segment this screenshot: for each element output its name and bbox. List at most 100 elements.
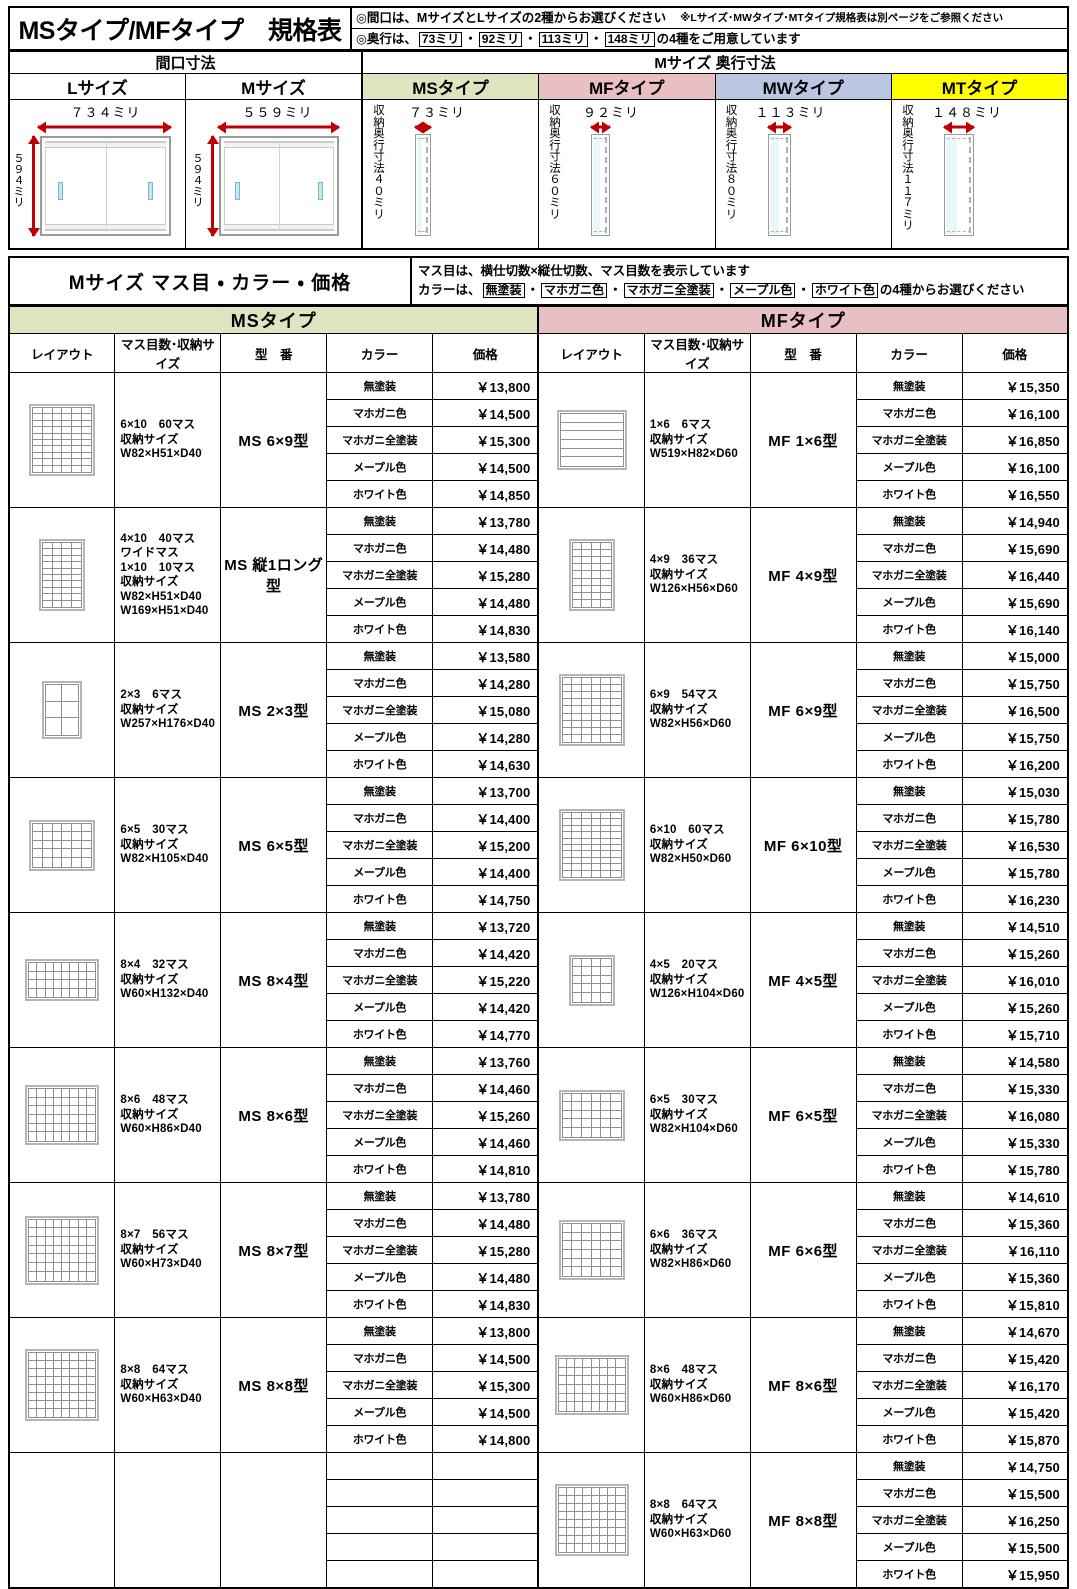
ms-price-cell: ￥15,280 — [432, 1236, 539, 1264]
ms-color-cell: マホガニ全塗装 — [326, 426, 434, 454]
mf-price-cell: ￥15,710 — [961, 1020, 1069, 1048]
size-spec-line: 8×7 56マス — [120, 1229, 189, 1242]
mf-price-cell: ￥16,080 — [961, 1101, 1069, 1129]
size-spec-line: 1×6 6マス — [649, 419, 712, 432]
size-spec-text: 6×5 30マス 収納サイズ W82×H104×D60 — [650, 1093, 745, 1137]
ms-model-cell: MS 8×8型 — [220, 1317, 328, 1453]
layout-thumbnail — [25, 1349, 100, 1421]
table-row: 8×7 56マス 収納サイズ W60×H73×D40 MS 8×7型 無塗装 ￥13,78… — [8, 1182, 1069, 1318]
mf-price-cell: ￥14,750 — [961, 1452, 1069, 1480]
depth-header-mt: MTタイプ — [891, 73, 1069, 100]
ms-size-cell: 8×4 32マス 収納サイズ W60×H132×D40 — [114, 912, 222, 1048]
size-spec-line: 収納サイズ — [649, 973, 708, 986]
ms-color-cell: メープル色 — [326, 1263, 434, 1291]
ms-color-cell: 無塗装 — [326, 507, 434, 535]
ms-model-cell: MS 2×3型 — [220, 642, 328, 778]
color-option-5: ホワイト色 — [811, 283, 878, 298]
mf-layout-cell — [537, 1317, 645, 1453]
ms-layout-cell — [8, 1317, 116, 1453]
layout-thumbnail — [568, 539, 615, 611]
ms-color-cell: マホガニ色 — [326, 1074, 434, 1102]
color-option-4: メープル色 — [730, 283, 796, 298]
ms-price-cell: ￥13,700 — [432, 777, 539, 805]
depth-header-ms: MSタイプ — [361, 73, 539, 100]
mf-price-cell: ￥16,200 — [961, 750, 1069, 778]
mf-color-cell: マホガニ色 — [855, 804, 963, 832]
mf-price-cell: ￥15,330 — [961, 1074, 1069, 1102]
mf-color-cell: 無塗装 — [855, 1182, 963, 1210]
mf-price-cell: ￥16,550 — [961, 480, 1069, 508]
ms-price-cell: ￥15,280 — [432, 561, 539, 589]
size-spec-text: 1×6 6マス 収納サイズ W519×H82×D60 — [650, 418, 745, 462]
size-spec-line: ワイドマス — [120, 547, 179, 559]
ms-color-cell — [326, 1506, 434, 1534]
m-width-label: ５５９ミリ — [242, 105, 313, 120]
size-spec-line: 8×8 64マス — [120, 1364, 189, 1377]
mf-price-cell: ￥15,500 — [961, 1533, 1069, 1561]
ms-model-cell: MS 8×7型 — [220, 1182, 328, 1318]
ms-color-cell: マホガニ色 — [326, 1344, 434, 1372]
col-header-mf-color: カラー — [855, 333, 963, 373]
mt-depth-label: １４８ミリ — [932, 105, 1003, 120]
ms-color-cell: ホワイト色 — [326, 885, 434, 913]
ms-size-cell: 6×5 30マス 収納サイズ W82×H105×D40 — [114, 777, 222, 913]
mf-color-cell: マホガニ色 — [855, 1074, 963, 1102]
ms-color-cell: マホガニ全塗装 — [326, 1371, 434, 1399]
mf-price-cell: ￥15,350 — [961, 372, 1069, 400]
mf-color-cell: マホガニ色 — [855, 1479, 963, 1507]
group-header-depth: Mサイズ 奥行寸法 — [361, 51, 1069, 74]
depth-separator: ・ — [524, 32, 537, 46]
color-separator: ・ — [609, 283, 622, 297]
diagram-depth-mt: 収納奥行寸法１１７ミリ １４８ミリ — [891, 99, 1069, 250]
ms-price-cell: ￥14,500 — [432, 1398, 539, 1426]
size-spec-line: 収納サイズ — [649, 433, 708, 446]
table-row: 8×6 48マス 収納サイズ W60×H86×D40 MS 8×6型 無塗装 ￥13,76… — [8, 1047, 1069, 1183]
ms-price-cell: ￥14,420 — [432, 939, 539, 967]
mf-color-cell: マホガニ全塗装 — [855, 426, 963, 454]
size-spec-line: 収納サイズ — [120, 838, 179, 851]
group-header-width: 間口寸法 — [8, 51, 363, 74]
size-spec-line: 4×5 20マス — [649, 959, 719, 972]
page-title: MSタイプ/MFタイプ 規格表 — [18, 16, 342, 45]
ms-size-cell: 8×6 48マス 収納サイズ W60×H86×D40 — [114, 1047, 222, 1183]
color-note-lead: カラーは、 — [418, 283, 481, 297]
table-row: マホガニ色 ￥14,480 マホガニ色 ￥15,690 — [9, 534, 1069, 562]
size-header-m: Mサイズ — [185, 73, 363, 100]
ms-depth-label: ７３ミリ — [409, 105, 466, 120]
mf-color-cell: マホガニ色 — [855, 1209, 963, 1237]
layout-thumbnail — [558, 809, 625, 881]
size-spec-line: W82×H51×D40 — [120, 590, 202, 603]
mf-size-cell: 4×5 20マス 収納サイズ W126×H104×D60 — [643, 912, 751, 1048]
ms-layout-cell — [8, 372, 116, 508]
ms-price-cell: ￥14,830 — [432, 615, 539, 643]
color-separator: ・ — [526, 283, 540, 297]
size-spec-line: 2×3 6マス — [120, 689, 183, 702]
size-spec-line: W60×H63×D60 — [649, 1528, 732, 1541]
mf-price-cell: ￥16,140 — [961, 615, 1069, 643]
size-spec-line: 収納サイズ — [649, 1243, 708, 1256]
ms-size-cell: 4×10 40マス ワイドマス 1×10 10マス 収納サイズ W82×H51×D40 W… — [114, 507, 222, 643]
color-option-3: マホガニ全塗装 — [623, 283, 714, 298]
ms-price-cell: ￥13,580 — [432, 642, 539, 670]
ms-model-cell: MS 8×4型 — [220, 912, 328, 1048]
ms-price-cell — [432, 1560, 539, 1589]
ms-size-cell: 8×8 64マス 収納サイズ W60×H63×D40 — [114, 1317, 222, 1453]
size-spec-line: 8×6 48マス — [120, 1094, 189, 1107]
size-spec-line: W60×H73×D40 — [120, 1258, 202, 1271]
ms-layout-cell — [8, 1452, 116, 1589]
mf-depth-drawing — [591, 134, 610, 236]
mf-price-cell: ￥15,030 — [961, 777, 1069, 805]
mf-price-cell: ￥14,610 — [961, 1182, 1069, 1210]
mf-color-cell: メープル色 — [855, 993, 963, 1021]
ms-model-cell — [220, 1452, 328, 1589]
size-spec-line: W82×H56×D60 — [649, 718, 732, 731]
size-spec-line: 6×5 30マス — [120, 824, 189, 837]
diagram-depth-ms: 収納奥行寸法４０ミリ ７３ミリ — [361, 99, 539, 250]
mf-color-cell: マホガニ全塗装 — [855, 831, 963, 859]
size-spec-text: 4×9 36マス 収納サイズ W126×H56×D60 — [650, 553, 745, 597]
mf-color-cell: 無塗装 — [855, 642, 963, 670]
ms-layout-cell — [8, 507, 116, 643]
size-spec-line: 4×10 40マス — [120, 532, 196, 545]
ms-color-cell: ホワイト色 — [326, 1425, 434, 1453]
size-spec-line: 収納サイズ — [120, 1243, 179, 1256]
